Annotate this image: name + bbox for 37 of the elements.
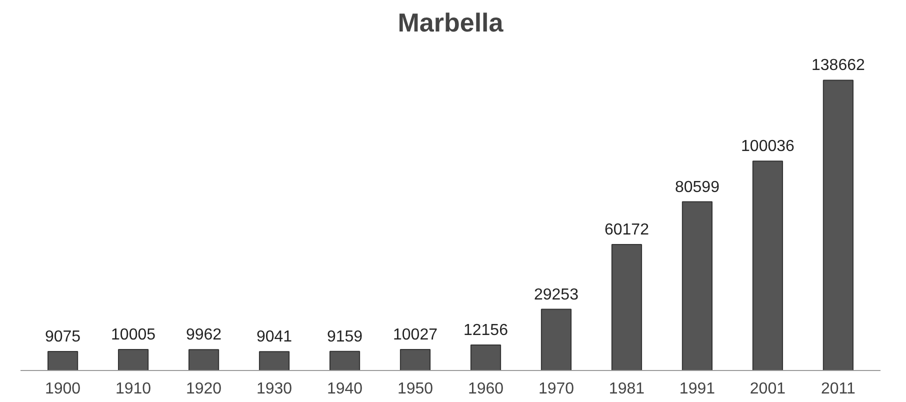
bar	[47, 351, 78, 370]
data-label: 60172	[604, 222, 650, 239]
bar	[822, 80, 854, 370]
x-tick-label: 2001	[750, 380, 786, 398]
data-label: 100036	[741, 138, 795, 156]
data-label: 29253	[534, 286, 579, 304]
data-label: 12156	[464, 322, 508, 340]
chart-title: Marbella	[398, 8, 504, 38]
bar	[470, 344, 502, 370]
bar	[682, 201, 713, 370]
x-tick-label: 1970	[538, 380, 574, 398]
x-tick-label: 1991	[679, 380, 716, 398]
data-label: 10005	[111, 326, 156, 344]
bar	[752, 160, 784, 370]
data-label: 9159	[326, 328, 363, 346]
x-tick-label: 1910	[115, 380, 152, 398]
x-tick-label: 2011	[821, 380, 856, 398]
bar	[400, 349, 431, 370]
data-label: 138662	[812, 57, 865, 74]
x-tick-label: 1981	[608, 380, 645, 398]
bar	[188, 349, 220, 370]
bar	[118, 349, 149, 370]
x-tick-label: 1960	[468, 380, 504, 398]
x-tick-label: 1950	[397, 380, 434, 398]
data-label: 80599	[674, 178, 720, 196]
data-label: 10027	[393, 326, 438, 344]
data-label: 9075	[45, 328, 81, 346]
x-tick-label: 1920	[186, 380, 222, 398]
bar	[611, 244, 642, 370]
x-tick-label: 1900	[45, 380, 81, 398]
x-tick-label: 1940	[326, 380, 363, 398]
bar	[540, 308, 572, 370]
data-label: 9962	[186, 326, 222, 344]
bar	[258, 351, 290, 370]
data-label: 9041	[256, 328, 292, 346]
x-tick-label: 1930	[256, 380, 292, 398]
bar	[329, 350, 360, 370]
